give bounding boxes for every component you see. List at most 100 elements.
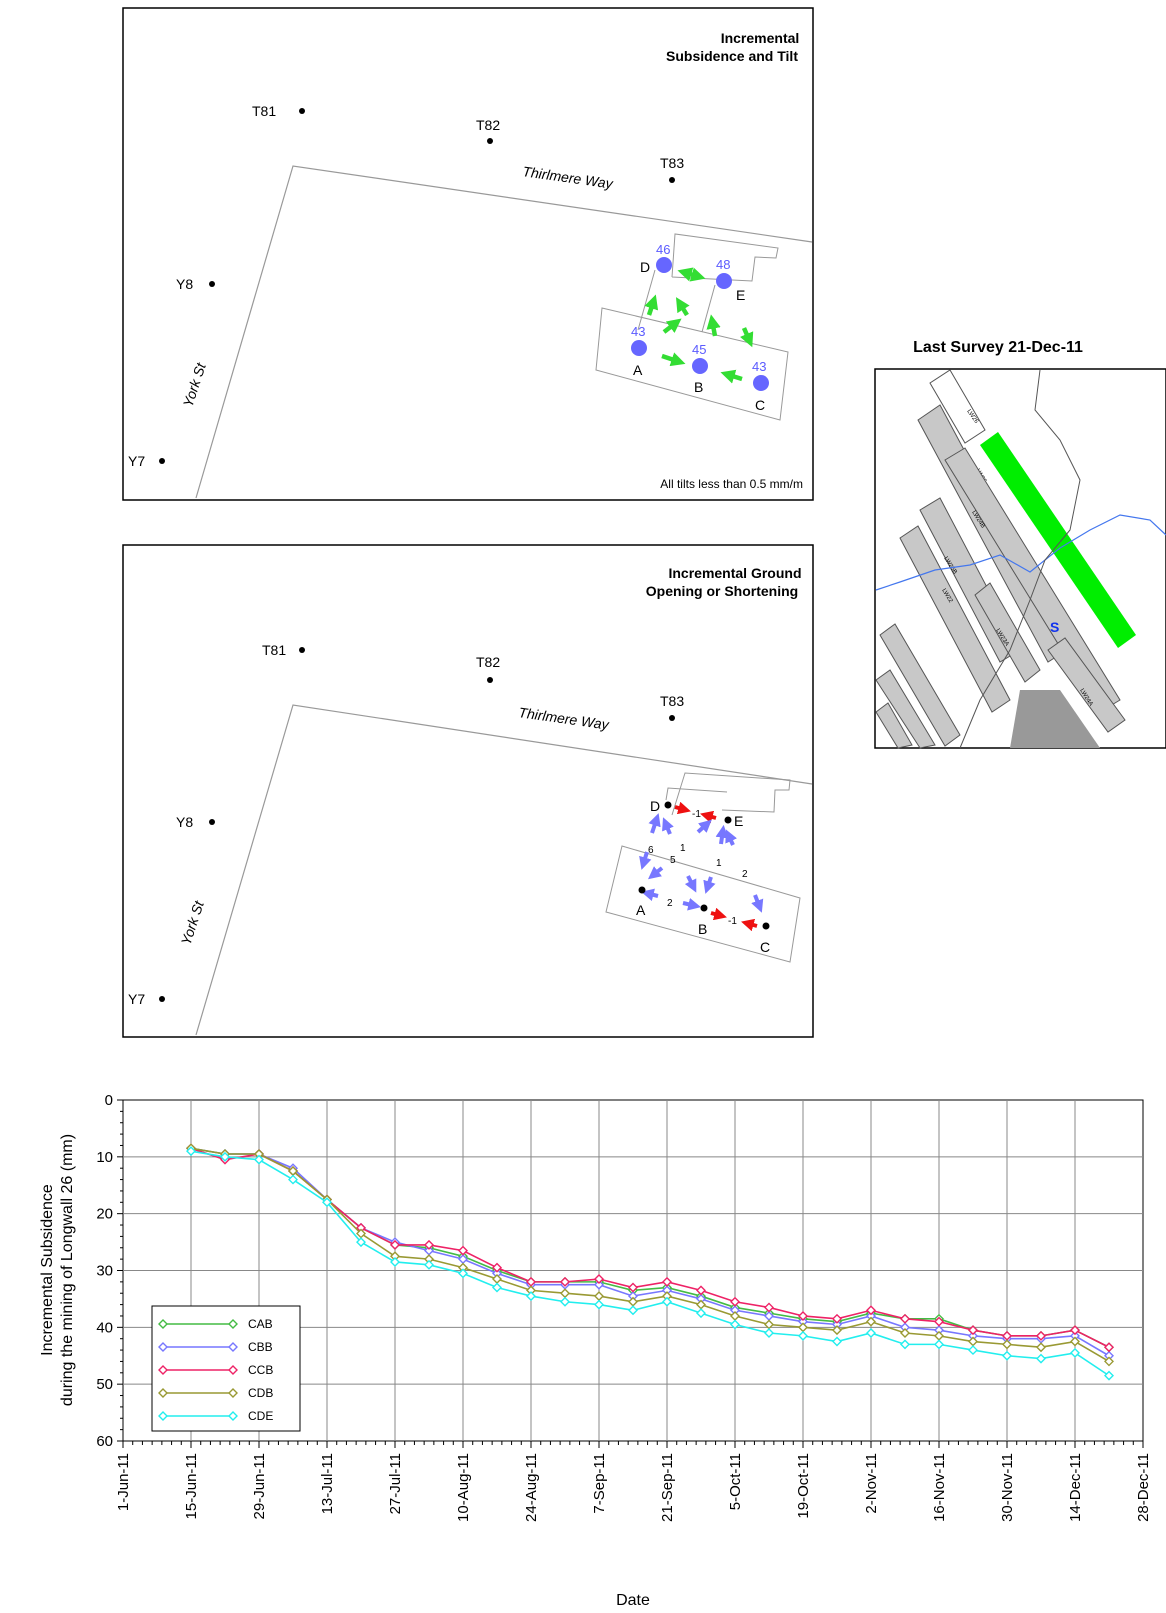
strain-value-AB: 2	[667, 898, 673, 909]
x-tick-label: 19-Oct-11	[795, 1453, 812, 1519]
data-point-CCB	[1104, 1342, 1114, 1353]
x-tick-label: 2-Nov-11	[863, 1453, 880, 1514]
tilt-arrow-CE	[739, 327, 754, 348]
longwall-LW24B	[944, 447, 1121, 713]
lot-line-3	[665, 787, 728, 801]
data-point-CDE	[1104, 1370, 1114, 1381]
data-point-CDB	[1036, 1342, 1046, 1353]
data-point-CCB	[662, 1276, 672, 1287]
tilt-arrow-BE	[706, 314, 721, 337]
strain-arrow-BD-2	[684, 875, 697, 893]
longwall-LW24A	[1047, 637, 1126, 733]
data-point-CCB	[934, 1316, 944, 1327]
data-point-CBB	[594, 1279, 604, 1290]
legend-label-CDB: CDB	[248, 1386, 273, 1400]
point-E	[716, 273, 732, 289]
tilt-arrow-DE	[677, 267, 706, 282]
strain-arrow-AD-1	[648, 813, 661, 834]
site-marker: S	[1050, 619, 1059, 635]
strain-arrow-DE-1	[674, 801, 691, 815]
strain-arrow-BC-2	[741, 918, 758, 932]
tilt-arrow-BD	[675, 297, 690, 317]
x-tick-label: 10-Aug-11	[455, 1453, 472, 1522]
x-tick-label: 15-Jun-11	[183, 1453, 200, 1519]
data-point-CCB	[390, 1239, 400, 1250]
panel-1-title-line2: Subsidence and Tilt	[666, 48, 798, 64]
y-tick-label: 50	[96, 1376, 113, 1393]
data-point-CCB	[798, 1310, 808, 1321]
survey-label-Y7: Y7	[128, 453, 145, 469]
data-point-CCB	[764, 1302, 774, 1313]
data-point-CDE	[730, 1319, 740, 1330]
longwall-LW25A	[879, 623, 961, 747]
y-tick-label: 30	[96, 1263, 113, 1280]
data-point-CDE	[390, 1256, 400, 1267]
panel-1-title-line1: Incremental	[721, 30, 800, 46]
point-D-2	[664, 801, 672, 809]
legend-label-CDE: CDE	[248, 1409, 273, 1423]
strain-arrow-AE-1	[696, 819, 712, 834]
data-point-CDB	[866, 1316, 876, 1327]
legend-frame	[151, 1305, 301, 1432]
lot-boundary-5	[671, 772, 791, 816]
panel-subsidence-tilt: Incremental Subsidence and Tilt T81 T82 …	[122, 7, 814, 501]
data-point-CCB	[628, 1282, 638, 1293]
chart: 0 10 20 30 40 50 60 1-Jun-11 15-Jun-11 29-Jun-11…	[39, 1092, 1152, 1609]
strain-value-BC: -1	[728, 916, 737, 927]
data-point-CCB	[730, 1296, 740, 1307]
strain-arrow-AB-1	[641, 888, 659, 902]
creek-line	[875, 514, 1166, 591]
point-label-E: E	[736, 287, 745, 303]
data-point-CDE	[662, 1296, 672, 1307]
panel-2-title-line1: Incremental Ground	[668, 565, 801, 581]
x-tick-label: 14-Dec-11	[1067, 1453, 1084, 1522]
lot-boundary-1	[195, 165, 813, 499]
point-label-C: C	[755, 397, 765, 413]
inset-map: Last Survey 21-Dec-11 LW26 LW25 LW24B LW…	[874, 339, 1166, 749]
point-label-D-2: D	[650, 798, 660, 814]
lot-boundary-3	[595, 307, 789, 421]
legend-marker-CDB	[158, 1388, 168, 1398]
survey-label-T82: T82	[476, 117, 500, 133]
x-tick-label: 1-Jun-11	[115, 1453, 132, 1511]
survey-mark-T81-2	[299, 647, 305, 653]
data-point-CDE	[526, 1291, 536, 1302]
point-B-2	[700, 904, 708, 912]
strain-arrow-AE-2	[648, 866, 664, 880]
data-point-CDE	[900, 1339, 910, 1350]
legend-marker-CAB	[158, 1319, 168, 1329]
data-point-CDB	[1070, 1336, 1080, 1347]
survey-mark-T83	[669, 177, 675, 183]
survey-mark-T83-2	[669, 715, 675, 721]
y-axis-title-line1: Incremental Subsidence	[39, 1184, 56, 1356]
survey-mark-Y8-2	[209, 819, 215, 825]
survey-mark-T81	[299, 108, 305, 114]
series-CDE	[186, 1146, 1114, 1381]
survey-label-T83-2: T83	[660, 693, 684, 709]
data-point-CDE	[594, 1299, 604, 1310]
strain-arrow-BC-1	[710, 907, 727, 921]
strain-arrow-BE-2	[703, 876, 716, 894]
x-axis-title: Date	[616, 1592, 650, 1609]
tilt-note: All tilts less than 0.5 mm/m	[660, 477, 803, 491]
point-E-2	[724, 816, 732, 824]
y-tick-label: 60	[96, 1433, 113, 1450]
legend-marker-CBB	[158, 1342, 168, 1352]
chart-series	[186, 1143, 1114, 1381]
data-point-CCB	[492, 1262, 502, 1273]
data-point-CCB	[458, 1245, 468, 1256]
data-point-CDE	[424, 1259, 434, 1270]
survey-mark-T82	[487, 138, 493, 144]
legend-marker-CBB	[228, 1342, 238, 1352]
road-line	[959, 369, 1081, 749]
data-point-CDE	[832, 1336, 842, 1347]
legend-label-CAB: CAB	[248, 1317, 273, 1331]
y-tick-label: 10	[96, 1149, 113, 1166]
panel-2-title-line2: Opening or Shortening	[646, 583, 798, 599]
survey-mark-Y8	[209, 281, 215, 287]
data-point-CDE	[798, 1330, 808, 1341]
legend-label-CBB: CBB	[248, 1340, 273, 1354]
point-value-C: 43	[752, 359, 766, 374]
data-point-CCB	[1070, 1325, 1080, 1336]
